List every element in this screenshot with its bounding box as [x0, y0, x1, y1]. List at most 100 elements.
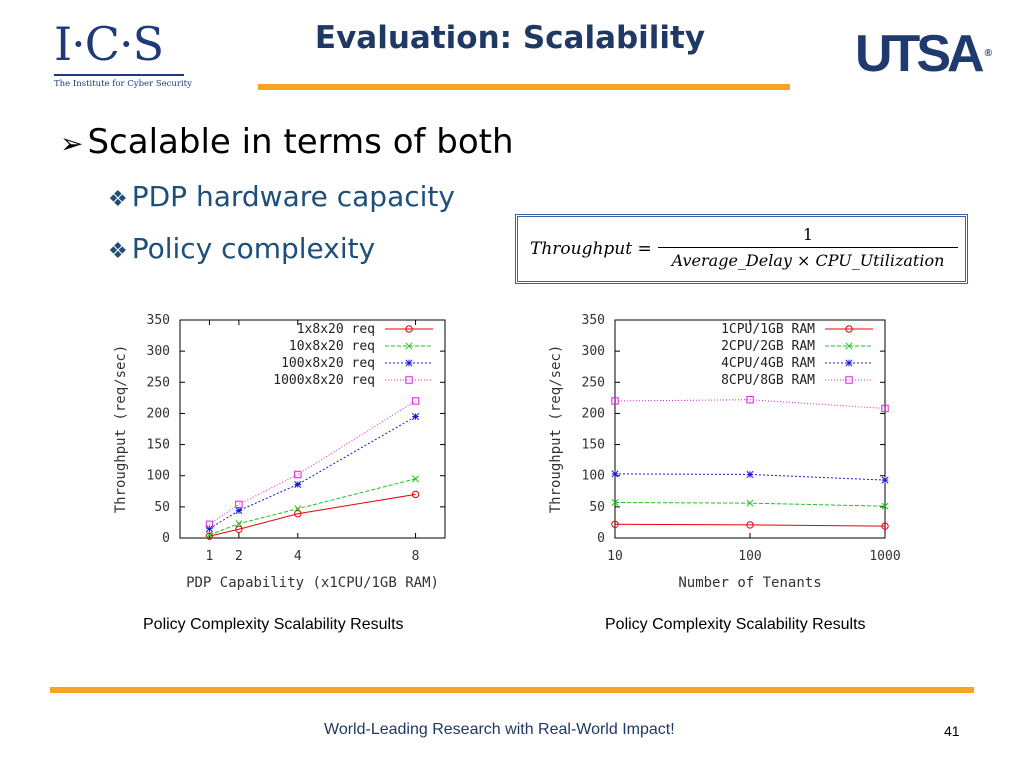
formula-numerator: 1 [802, 225, 814, 244]
series-line [209, 493, 416, 537]
y-tick-label: 0 [597, 531, 605, 546]
data-point [205, 531, 213, 539]
x-axis-label: PDP Capability (x1CPU/1GB RAM) [186, 575, 439, 591]
y-tick-label: 300 [147, 344, 170, 359]
x-tick-label: 2 [235, 549, 243, 564]
legend-label: 8CPU/8GB RAM [721, 373, 815, 388]
data-point [294, 505, 302, 513]
data-point [412, 412, 420, 421]
utsa-logo-mark: ® [984, 48, 992, 59]
sub-bullet-text: Policy complexity [131, 232, 376, 265]
y-tick-label: 100 [582, 469, 605, 484]
data-point [235, 507, 243, 515]
formula-denominator: Average_Delay × CPU_Utilization [671, 251, 945, 270]
ics-logo-rule [54, 74, 184, 76]
legend-marker [845, 376, 853, 384]
legend-label: 1CPU/1GB RAM [721, 322, 815, 337]
legend-label: 1x8x20 req [297, 322, 375, 337]
data-point [412, 475, 420, 483]
data-point [881, 404, 889, 413]
series-line [209, 478, 416, 536]
x-tick-label: 10 [607, 549, 623, 564]
slide-title: Evaluation: Scalability [314, 20, 706, 56]
arrow-bullet-icon: ➢ [60, 127, 84, 160]
data-point [881, 502, 889, 510]
series-line [209, 400, 416, 525]
x-tick-label: 8 [412, 549, 420, 564]
diamond-bullet-icon: ❖ [108, 239, 128, 264]
sub-bullet-policy: ❖ Policy complexity [108, 232, 375, 265]
legend-marker [405, 376, 413, 384]
data-point [411, 490, 420, 499]
y-tick-label: 350 [582, 313, 605, 328]
series-line [614, 399, 886, 409]
data-point [881, 522, 889, 530]
data-point [746, 499, 754, 507]
legend-label: 2CPU/2GB RAM [721, 339, 815, 354]
chart-number-of-tenants: 0 50 100 150 200 250 300 350 10 100 1000 Number of … [548, 313, 901, 591]
utsa-logo-text: UTSA [855, 25, 985, 83]
data-point [611, 498, 619, 507]
x-tick-label: 100 [738, 549, 761, 564]
chart-caption-left: Policy Complexity Scalability Results [143, 616, 404, 633]
ics-logo: I·C·S The Institute for Cyber Security [54, 17, 192, 96]
data-point [746, 470, 754, 479]
series-line [209, 416, 416, 530]
legend-marker [845, 359, 853, 367]
legend-label: 100x8x20 req [281, 356, 375, 371]
x-tick-label: 1000 [869, 549, 900, 564]
y-tick-label: 50 [589, 500, 605, 515]
data-point [205, 532, 214, 540]
formula-lhs: Throughput = [530, 239, 652, 259]
x-tick-label: 1 [206, 549, 214, 564]
footer-rule [50, 687, 974, 693]
x-tick-label: 4 [294, 549, 302, 564]
legend-marker [845, 342, 853, 350]
main-bullet-text: Scalable in terms of both [87, 122, 514, 162]
y-tick-label: 150 [582, 438, 605, 453]
y-tick-label: 150 [147, 438, 170, 453]
data-point [881, 476, 889, 484]
y-tick-label: 200 [582, 406, 605, 421]
y-axis-label: Throughput (req/sec) [113, 345, 129, 514]
data-point [611, 397, 619, 405]
data-point [235, 500, 243, 509]
data-point [205, 525, 213, 533]
ics-logo-subtitle: The Institute for Cyber Security [54, 79, 192, 89]
y-tick-label: 250 [147, 375, 170, 390]
formula-fraction: 1 Average_Delay × CPU_Utilization [658, 225, 958, 270]
sub-bullet-text: PDP hardware capacity [131, 180, 455, 213]
data-point [746, 396, 754, 404]
chart-pdp-capability: 0 50 100 150 200 250 300 350 1 2 4 8 PDP Capability … [113, 313, 446, 591]
y-tick-label: 0 [162, 531, 170, 546]
y-tick-label: 50 [154, 500, 170, 515]
legend-label: 10x8x20 req [289, 339, 375, 354]
utsa-logo: UTSA ® [855, 28, 992, 80]
data-point [746, 521, 754, 529]
legend-label: 1000x8x20 req [273, 373, 375, 388]
data-point [611, 520, 619, 528]
data-point [235, 520, 243, 528]
data-point [294, 480, 302, 488]
series-line [614, 473, 886, 481]
diamond-bullet-icon: ❖ [108, 187, 128, 212]
legend-marker [405, 342, 413, 350]
footer-tagline: World-Leading Research with Real-World I… [324, 721, 675, 738]
sub-bullet-hardware: ❖ PDP hardware capacity [108, 180, 455, 213]
y-tick-label: 100 [147, 469, 170, 484]
series-line [614, 523, 886, 527]
data-point [294, 470, 302, 479]
legend-marker [405, 325, 413, 333]
title-underline [258, 84, 790, 90]
legend-marker [845, 325, 853, 333]
y-tick-label: 300 [582, 344, 605, 359]
plot-frame [179, 319, 446, 539]
data-point [411, 397, 420, 405]
y-axis-label: Throughput (req/sec) [548, 345, 564, 514]
data-point [205, 520, 214, 528]
throughput-formula: Throughput = 1 Average_Delay × CPU_Utili… [515, 214, 968, 284]
ics-logo-text: I·C·S [54, 17, 164, 71]
chart-caption-right: Policy Complexity Scalability Results [605, 616, 866, 633]
y-tick-label: 350 [147, 313, 170, 328]
data-point [611, 470, 619, 478]
